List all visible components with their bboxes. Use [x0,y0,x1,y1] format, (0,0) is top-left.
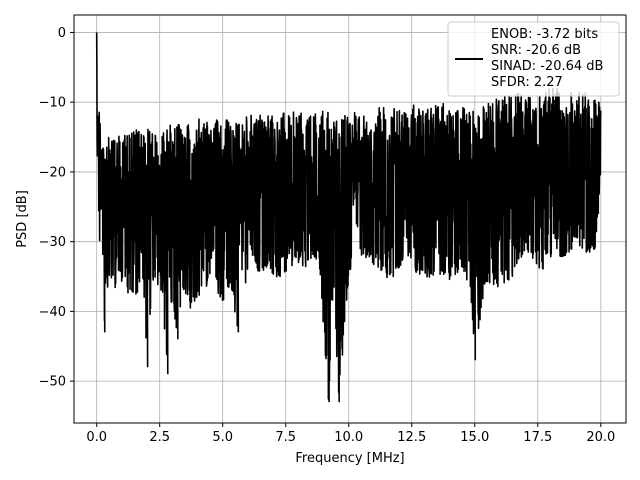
x-tick-label: 12.5 [397,430,426,445]
y-tick-label: −30 [39,235,66,250]
y-axis-label: PSD [dB] [15,190,30,248]
y-tick-label: −50 [39,375,66,390]
series-layer [95,32,602,403]
x-tick-label: 20.0 [586,430,615,445]
series-line [95,32,602,403]
plot-frame [73,14,627,424]
x-axis: 0.0 2.5 5.0 7.5 10.0 12.5 15.0 17.5 20.0 [86,423,615,445]
legend-box [447,21,620,97]
y-tick-label: −20 [39,165,66,180]
legend-line-sfdr: SFDR: 2.27 [491,75,563,90]
x-tick-label: 15.0 [460,430,489,445]
y-tick-label: −10 [39,96,66,111]
x-tick-label: 5.0 [212,430,233,445]
x-tick-label: 0.0 [86,430,107,445]
legend-line-snr: SNR: -20.6 dB [491,43,581,58]
x-tick-label: 10.0 [334,430,363,445]
legend: ENOB: -3.72 bits SNR: -20.6 dB SINAD: -2… [447,21,620,97]
x-tick-label: 2.5 [149,430,170,445]
y-tick-label: 0 [58,26,66,41]
x-axis-label: Frequency [MHz] [295,451,404,466]
y-tick-label: −40 [39,305,66,320]
y-axis: 0 −10 −20 −30 −40 −50 [39,26,74,390]
legend-line-sinad: SINAD: -20.64 dB [491,59,603,74]
legend-line-enob: ENOB: -3.72 bits [491,27,598,42]
x-tick-label: 7.5 [275,430,296,445]
x-tick-label: 17.5 [523,430,552,445]
